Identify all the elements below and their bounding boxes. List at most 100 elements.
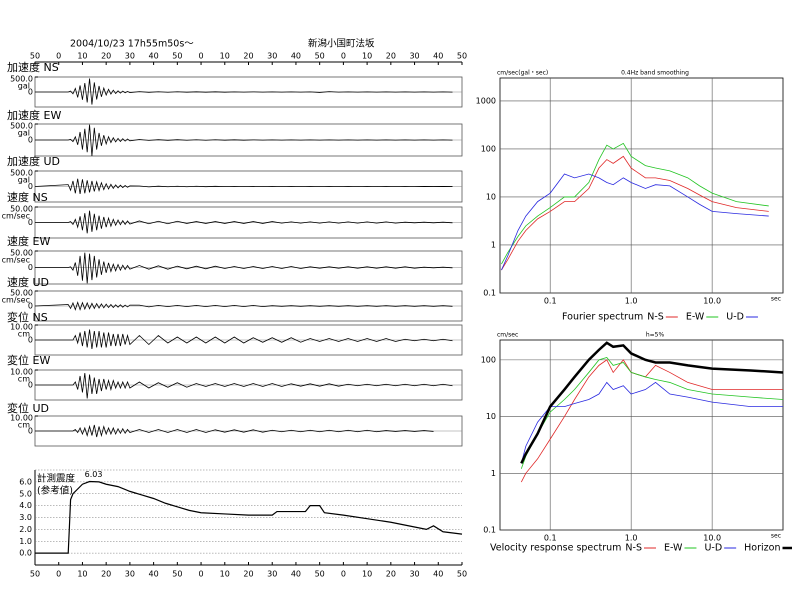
trace-label: 加速度 UD	[7, 154, 60, 168]
spectrum-line	[520, 359, 783, 483]
y-tick-label: 500.0	[10, 122, 33, 131]
title: 2004/10/23 17h55m50s～	[70, 39, 194, 50]
legend-title: Fourier spectrum	[562, 312, 643, 323]
x-tick-label: 50	[172, 570, 182, 579]
y-tick-label: 50.00	[10, 289, 33, 298]
waveform	[35, 329, 453, 350]
unit-label: cm/sec	[2, 212, 30, 221]
trace-label: 変位 NS	[7, 310, 48, 324]
unit-label: gal	[18, 82, 30, 91]
x-tick-label: 10.0	[703, 534, 721, 543]
y-tick-label: 4.0	[19, 501, 32, 510]
x-tick-label: 10	[77, 570, 87, 579]
x-tick-label: 20	[243, 52, 253, 61]
x-tick-label: 0	[341, 570, 346, 579]
x-tick-label: 50	[315, 570, 325, 579]
y-tick-label: 0	[28, 88, 33, 97]
legend-label: E-W	[686, 312, 705, 323]
y-tick-label: 10.00	[10, 414, 33, 423]
spectrum-line	[501, 173, 769, 271]
y-tick-label: 0	[28, 263, 33, 272]
unit-label: gal	[18, 176, 30, 185]
y-tick-label: 5.0	[19, 489, 32, 498]
unit-label: gal	[18, 129, 30, 138]
y-unit: cm/sec	[497, 332, 518, 339]
trace-label: 変位 EW	[7, 353, 50, 367]
waveform	[34, 301, 453, 311]
x-tick-label: 10	[362, 570, 372, 579]
x-tick-label: 0	[199, 570, 204, 579]
x-tick-label: 40	[149, 52, 159, 61]
x-tick-label: 40	[291, 52, 301, 61]
spectrum-line	[520, 357, 784, 469]
y-tick-label: 500.0	[10, 169, 33, 178]
waveform	[34, 178, 453, 195]
waveform	[35, 424, 434, 438]
y-tick-label: 10.00	[10, 323, 33, 332]
trace-label: 速度 EW	[7, 234, 50, 248]
x-tick-label: 50	[30, 570, 40, 579]
x-tick-label: 40	[433, 570, 443, 579]
waveform	[35, 372, 453, 399]
x-tick-label: 20	[101, 52, 111, 61]
waveform	[35, 124, 453, 157]
y-tick-label: 0.1	[483, 526, 496, 535]
y-tick-label: 0	[28, 381, 33, 390]
y-tick-label: 3.0	[19, 513, 32, 522]
legend-label: U-D	[726, 312, 744, 323]
x-tick-label: 30	[409, 52, 419, 61]
x-tick-label: 0.1	[544, 297, 557, 306]
trace-label: 速度 NS	[7, 190, 48, 204]
y-tick-label: 0.1	[483, 289, 496, 298]
value-label: 6.03	[85, 470, 103, 479]
x-tick-label: 20	[101, 570, 111, 579]
unit-label: cm	[18, 330, 30, 339]
x-tick-label: 20	[243, 570, 253, 579]
x-tick-label: 10	[220, 570, 230, 579]
x-unit: sec	[771, 296, 781, 303]
x-tick-label: 40	[433, 52, 443, 61]
y-tick-label: 10	[486, 192, 496, 201]
y-tick-label: 1.0	[19, 537, 32, 546]
x-tick-label: 50	[457, 52, 467, 61]
x-tick-label: 40	[149, 570, 159, 579]
y-tick-label: 0	[28, 336, 33, 345]
intensity-line	[35, 480, 463, 554]
legend-label: U-D	[704, 543, 722, 554]
x-tick-label: 10	[362, 52, 372, 61]
legend-label: E-W	[664, 543, 683, 554]
x-tick-label: 30	[125, 52, 135, 61]
trace-label: 速度 UD	[7, 275, 49, 289]
spectrum-line	[501, 155, 769, 271]
x-tick-label: 10	[77, 52, 87, 61]
y-tick-label: 0	[28, 218, 33, 227]
chart-subtitle: (参考値)	[37, 485, 73, 497]
y-tick-label: 0	[28, 302, 33, 311]
unit-label: cm/sec	[2, 256, 30, 265]
x-tick-label: 50	[457, 570, 467, 579]
unit-label: cm	[18, 421, 30, 430]
x-tick-label: 20	[386, 52, 396, 61]
y-tick-label: 1000	[476, 96, 496, 105]
trace-label: 変位 UD	[7, 401, 49, 415]
x-tick-label: 10.0	[703, 297, 721, 306]
x-tick-label: 50	[315, 52, 325, 61]
x-tick-label: 0	[56, 52, 61, 61]
x-tick-label: 40	[291, 570, 301, 579]
legend-title: Velocity response spectrum	[490, 543, 621, 554]
spectrum-line	[501, 142, 769, 265]
x-tick-label: 0	[341, 52, 346, 61]
y-tick-label: 100	[481, 355, 496, 364]
subtitle: 新潟小国町法坂	[308, 38, 375, 50]
x-unit: sec	[771, 533, 781, 540]
y-tick-label: 10	[486, 412, 496, 421]
trace-label: 加速度 NS	[7, 60, 59, 74]
waveform	[35, 210, 453, 234]
x-tick-label: 30	[409, 570, 419, 579]
y-tick-label: 1	[491, 240, 496, 249]
x-tick-label: 50	[30, 52, 40, 61]
waveform	[35, 78, 453, 105]
y-tick-label: 500.0	[10, 75, 33, 84]
